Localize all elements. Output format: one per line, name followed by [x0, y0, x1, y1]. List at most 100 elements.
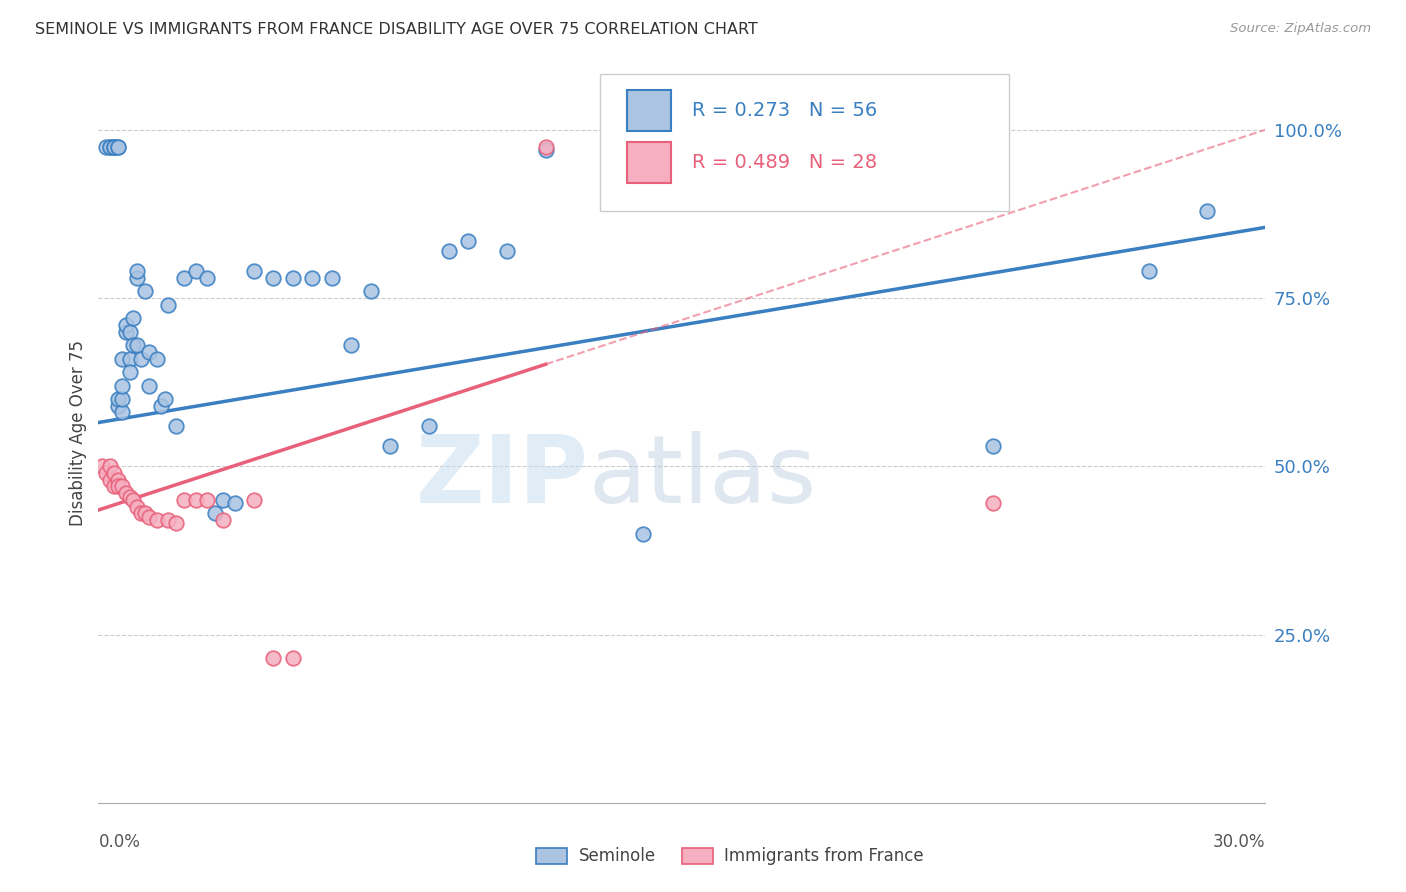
- Point: [103, 139, 125, 153]
- Point: [146, 513, 169, 527]
- Point: [212, 492, 235, 507]
- Text: Source: ZipAtlas.com: Source: ZipAtlas.com: [1230, 22, 1371, 36]
- Point: [173, 270, 195, 285]
- Point: [631, 526, 654, 541]
- Point: [114, 318, 136, 332]
- Point: [418, 418, 440, 433]
- Point: [138, 378, 160, 392]
- Point: [122, 311, 145, 326]
- Point: [1195, 203, 1218, 218]
- Point: [118, 351, 141, 366]
- FancyBboxPatch shape: [536, 848, 567, 864]
- Point: [107, 473, 129, 487]
- Point: [127, 338, 149, 352]
- Point: [107, 139, 129, 153]
- Text: 0.0%: 0.0%: [98, 833, 141, 851]
- FancyBboxPatch shape: [627, 142, 672, 183]
- Point: [173, 492, 195, 507]
- Point: [107, 479, 129, 493]
- Point: [157, 513, 180, 527]
- Point: [195, 492, 218, 507]
- Point: [437, 244, 460, 258]
- Text: atlas: atlas: [589, 431, 817, 523]
- Point: [98, 139, 121, 153]
- Point: [129, 351, 152, 366]
- Point: [134, 507, 156, 521]
- Text: R = 0.273   N = 56: R = 0.273 N = 56: [692, 101, 877, 120]
- Point: [118, 365, 141, 379]
- Point: [321, 270, 343, 285]
- Point: [122, 338, 145, 352]
- Point: [262, 651, 284, 665]
- Point: [96, 466, 118, 480]
- Point: [127, 264, 149, 278]
- Point: [157, 298, 180, 312]
- Point: [127, 270, 149, 285]
- Point: [107, 399, 129, 413]
- Point: [981, 496, 1004, 510]
- Text: 30.0%: 30.0%: [1213, 833, 1265, 851]
- Point: [243, 264, 266, 278]
- Point: [98, 139, 121, 153]
- Point: [138, 344, 160, 359]
- Point: [96, 139, 118, 153]
- Point: [111, 405, 134, 419]
- Point: [534, 143, 557, 157]
- Point: [184, 264, 207, 278]
- Point: [107, 392, 129, 406]
- Text: ZIP: ZIP: [416, 431, 589, 523]
- Point: [146, 351, 169, 366]
- Point: [114, 486, 136, 500]
- Point: [281, 270, 304, 285]
- Text: Seminole: Seminole: [578, 847, 655, 865]
- Point: [165, 516, 187, 531]
- Point: [103, 139, 125, 153]
- Point: [212, 513, 235, 527]
- Point: [360, 285, 382, 299]
- Text: R = 0.489   N = 28: R = 0.489 N = 28: [692, 153, 877, 172]
- Point: [262, 270, 284, 285]
- Point: [165, 418, 187, 433]
- Point: [122, 492, 145, 507]
- Point: [224, 496, 246, 510]
- Point: [457, 234, 479, 248]
- Point: [534, 139, 557, 153]
- Point: [98, 459, 121, 474]
- FancyBboxPatch shape: [627, 90, 672, 131]
- Point: [340, 338, 363, 352]
- Point: [118, 490, 141, 504]
- Point: [103, 466, 125, 480]
- Point: [243, 492, 266, 507]
- Point: [281, 651, 304, 665]
- Point: [111, 479, 134, 493]
- Point: [103, 479, 125, 493]
- Point: [184, 492, 207, 507]
- Point: [103, 139, 125, 153]
- Point: [111, 351, 134, 366]
- Point: [138, 509, 160, 524]
- Point: [114, 325, 136, 339]
- Y-axis label: Disability Age Over 75: Disability Age Over 75: [69, 340, 87, 525]
- FancyBboxPatch shape: [682, 848, 713, 864]
- Point: [380, 439, 402, 453]
- Point: [496, 244, 519, 258]
- Point: [301, 270, 323, 285]
- Point: [111, 378, 134, 392]
- Point: [153, 392, 176, 406]
- Text: SEMINOLE VS IMMIGRANTS FROM FRANCE DISABILITY AGE OVER 75 CORRELATION CHART: SEMINOLE VS IMMIGRANTS FROM FRANCE DISAB…: [35, 22, 758, 37]
- Point: [98, 473, 121, 487]
- Point: [111, 392, 134, 406]
- Point: [195, 270, 218, 285]
- Point: [91, 459, 114, 474]
- Point: [134, 285, 156, 299]
- Point: [149, 399, 172, 413]
- Point: [129, 507, 152, 521]
- Point: [981, 439, 1004, 453]
- FancyBboxPatch shape: [600, 73, 1008, 211]
- Point: [107, 139, 129, 153]
- Text: Immigrants from France: Immigrants from France: [724, 847, 924, 865]
- Point: [127, 500, 149, 514]
- Point: [1137, 264, 1160, 278]
- Point: [118, 325, 141, 339]
- Point: [204, 507, 226, 521]
